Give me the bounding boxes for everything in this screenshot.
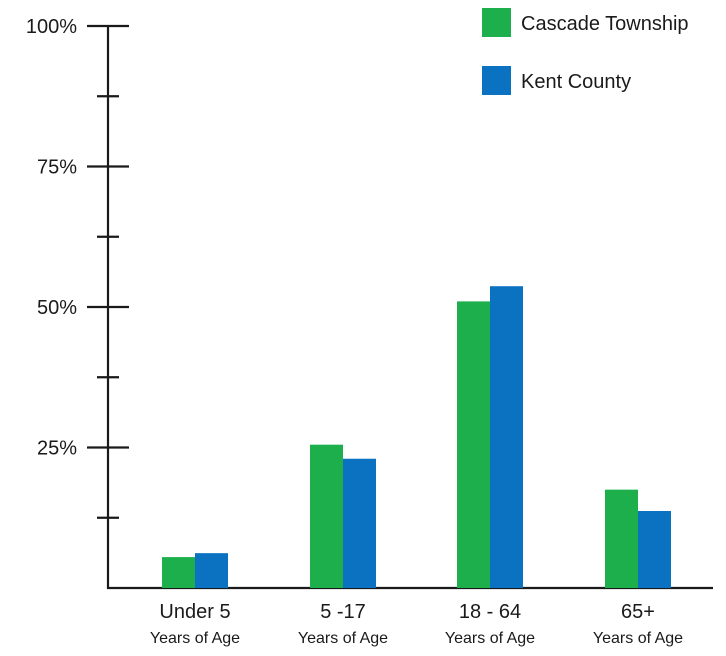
bar-kent-county [195, 553, 228, 588]
x-category-sublabel: Years of Age [150, 630, 240, 647]
x-category-label: Under 5 [159, 601, 230, 623]
legend-label: Kent County [521, 71, 631, 93]
bar-cascade-township [310, 444, 343, 588]
bar-kent-county [638, 511, 671, 588]
x-category-sublabel: Years of Age [593, 630, 683, 647]
bar-cascade-township [457, 301, 490, 588]
bar-kent-county [490, 286, 523, 588]
x-category-label: 5 -17 [320, 601, 366, 623]
legend: Cascade Township Kent County [482, 8, 689, 95]
bar-kent-county [343, 458, 376, 588]
x-category-label: 18 - 64 [459, 601, 521, 623]
y-tick-label: 50% [37, 297, 77, 319]
y-tick-label: 100% [26, 16, 77, 38]
bars [162, 286, 671, 588]
bar-cascade-township [162, 557, 195, 588]
legend-swatch [482, 8, 511, 37]
bar-cascade-township [605, 489, 638, 588]
y-tick-label: 25% [37, 438, 77, 460]
x-category-label: 65+ [621, 601, 655, 623]
x-axis-labels: Under 5 Years of Age 5 -17 Years of Age 18 -… [150, 601, 683, 647]
legend-swatch [482, 66, 511, 95]
y-tick-label: 75% [37, 157, 77, 179]
x-category-sublabel: Years of Age [445, 630, 535, 647]
legend-label: Cascade Township [521, 13, 689, 35]
x-category-sublabel: Years of Age [298, 630, 388, 647]
